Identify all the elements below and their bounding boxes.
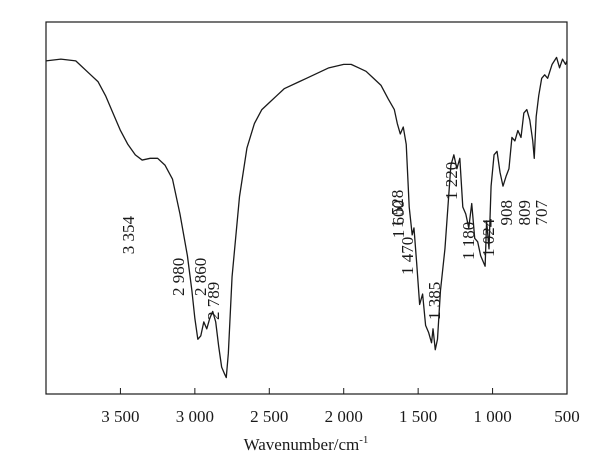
peak-label: 1 600 [389, 200, 408, 238]
peak-label: 1 024 [479, 218, 498, 257]
peak-label: 2 860 [191, 258, 210, 296]
spectrum-line [45, 56, 568, 379]
series-layer [45, 56, 568, 379]
peak-label: 908 [497, 200, 516, 226]
peak-label: 1 220 [442, 162, 461, 200]
x-tick-label: 2 000 [325, 407, 363, 426]
x-tick-label: 1 000 [473, 407, 511, 426]
peak-label: 809 [515, 200, 534, 226]
x-ticks: 3 500 3 000 2 500 2 000 1 500 1 000 500 [101, 388, 580, 426]
peak-label: 2 980 [169, 258, 188, 296]
x-axis-title: Wavenumber/cm-1 [244, 434, 369, 454]
x-tick-label: 3 500 [101, 407, 139, 426]
peak-label: 1 385 [425, 282, 444, 320]
peak-label: 1 528 [388, 190, 407, 228]
peak-label: 3 354 [119, 216, 138, 255]
axes-layer [45, 21, 568, 395]
x-tick-label: 2 500 [250, 407, 288, 426]
peak-label: 1 180 [459, 222, 478, 260]
peak-label: 1 470 [398, 237, 417, 275]
x-tick-label: 500 [554, 407, 580, 426]
plot-frame [45, 21, 568, 395]
x-tick-label: 1 500 [399, 407, 437, 426]
peak-label: 707 [532, 200, 551, 226]
x-tick-label: 3 000 [176, 407, 214, 426]
peak-label: 2 789 [204, 282, 223, 320]
